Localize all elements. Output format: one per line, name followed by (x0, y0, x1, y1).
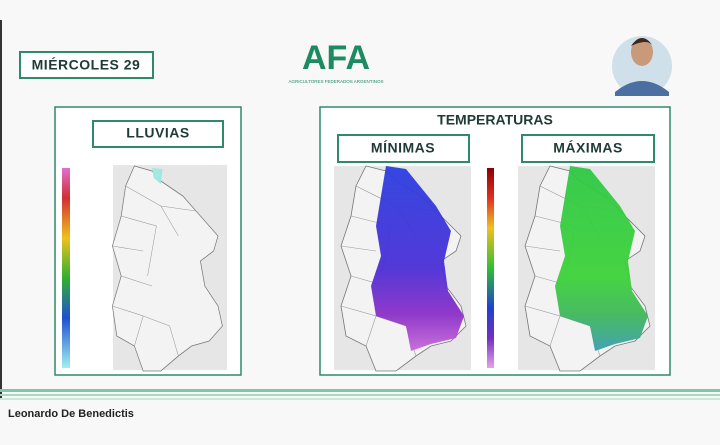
min-map (340, 165, 467, 372)
speaker-name: Leonardo De Benedictis (8, 408, 134, 420)
min-title: MÍNIMAS (371, 140, 435, 156)
left-edge (0, 20, 2, 400)
rain-title: LLUVIAS (126, 125, 189, 141)
max-map (524, 165, 651, 372)
logo: AFA (302, 39, 370, 77)
rain-colorbar (62, 168, 70, 368)
footer-stripe (0, 394, 720, 396)
max-title: MÁXIMAS (553, 140, 623, 156)
footer-stripe (0, 389, 720, 392)
rain-title-box (92, 120, 224, 148)
min-title-box (337, 134, 470, 163)
speaker-photo (612, 36, 672, 96)
temperature-title: TEMPERATURAS (437, 112, 553, 128)
date-box (19, 51, 154, 79)
logo-subtitle: AGRICULTORES FEDERADOS ARGENTINOS (288, 79, 383, 84)
temperature-colorbar (487, 168, 494, 368)
max-title-box (521, 134, 655, 163)
footer-stripe (0, 398, 720, 400)
date: MIÉRCOLES 29 (32, 57, 141, 73)
rain-map (112, 165, 223, 372)
